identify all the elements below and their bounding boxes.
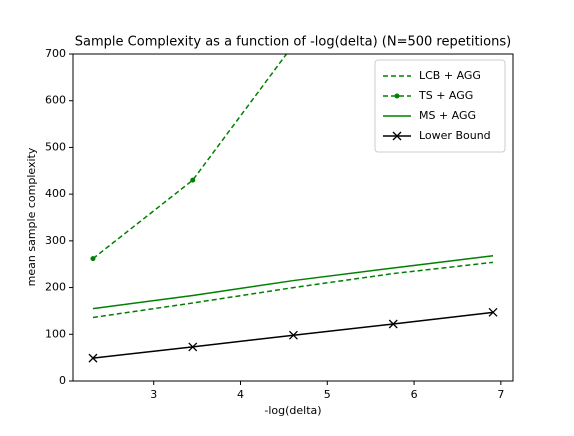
y-tick-label: 700 [45, 47, 66, 60]
data-point [288, 330, 298, 340]
legend-marker [392, 131, 402, 141]
legend-label: MS + AGG [419, 109, 476, 122]
y-tick-label: 400 [45, 187, 66, 200]
data-point [90, 256, 96, 262]
legend-marker [394, 93, 400, 99]
data-point [488, 307, 498, 317]
x-tick-label: 3 [150, 388, 157, 401]
y-tick-label: 0 [59, 374, 66, 387]
chart-title: Sample Complexity as a function of -log(… [75, 35, 511, 50]
x-tick-label: 7 [497, 388, 504, 401]
series-line [92, 255, 494, 310]
data-point [190, 177, 196, 183]
y-tick-label: 600 [45, 94, 66, 107]
plot-area [88, 54, 498, 363]
x-axis-label: -log(delta) [264, 404, 321, 417]
y-tick-label: 500 [45, 140, 66, 153]
data-point [188, 342, 198, 352]
x-tick-label: 5 [324, 388, 331, 401]
legend-label: LCB + AGG [419, 69, 481, 82]
axes-frame [72, 53, 514, 382]
data-point [388, 319, 398, 329]
y-tick-label: 200 [45, 281, 66, 294]
data-point [88, 353, 98, 363]
legend-label: TS + AGG [418, 89, 473, 102]
series-line [92, 261, 494, 319]
legend-box [374, 59, 506, 153]
y-tick-label: 300 [45, 234, 66, 247]
x-tick-label: 4 [237, 388, 244, 401]
y-tick-label: 100 [45, 327, 66, 340]
series-line [92, 54, 288, 260]
y-axis-label: mean sample complexity [25, 147, 38, 286]
legend-label: Lower Bound [419, 129, 491, 142]
x-tick-label: 6 [411, 388, 418, 401]
